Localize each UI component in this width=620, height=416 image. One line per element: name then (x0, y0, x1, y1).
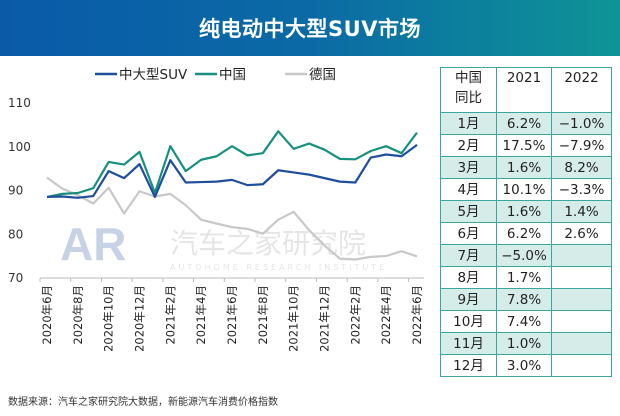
legend-label: 德国 (309, 67, 336, 83)
value-2022-cell (551, 310, 612, 333)
x-tick-label: 2022年6月 (410, 285, 424, 345)
table-row: 9月 7.8% (440, 288, 612, 311)
table-row: 1月 6.2% −1.0% (440, 112, 612, 135)
x-tick-label: 2021年2月 (163, 285, 177, 345)
table-row: 4月 10.1% −3.3% (440, 178, 612, 201)
month-cell: 11月 (440, 332, 497, 355)
value-2021-cell: 17.5% (496, 134, 552, 157)
table-row: 7月 −5.0% (440, 244, 612, 267)
month-cell: 5月 (440, 200, 497, 223)
value-2021-cell: 3.0% (496, 354, 552, 377)
table-row: 12月 3.0% (440, 354, 612, 377)
value-2021-cell: 7.4% (496, 310, 552, 333)
month-cell: 9月 (440, 288, 497, 311)
value-2021-cell: 10.1% (496, 178, 552, 201)
value-2021-cell: 6.2% (496, 222, 552, 245)
y-tick-label: 100 (8, 140, 31, 154)
x-tick-label: 2020年6月 (40, 285, 54, 345)
table-row: 8月 1.7% (440, 266, 612, 289)
x-tick-label: 2021年10月 (287, 285, 301, 352)
value-2021-cell: 6.2% (496, 112, 552, 135)
table-row: 5月 1.6% 1.4% (440, 200, 612, 223)
x-tick-label: 2020年12月 (133, 285, 147, 352)
month-cell: 8月 (440, 266, 497, 289)
table-row: 3月 1.6% 8.2% (440, 156, 612, 179)
title-banner: 纯电动中大型SUV市场 (0, 0, 620, 56)
y-tick-label: 80 (8, 227, 23, 241)
value-2022-cell: −7.9% (551, 134, 612, 157)
month-cell: 1月 (440, 112, 497, 135)
month-cell: 3月 (440, 156, 497, 179)
table-row: 10月 7.4% (440, 310, 612, 333)
x-tick-label: 2021年6月 (225, 285, 239, 345)
month-cell: 7月 (440, 244, 497, 267)
header-line2: 同比 (455, 90, 482, 106)
value-2021-cell: 1.6% (496, 156, 552, 179)
x-tick-label: 2021年4月 (194, 285, 208, 345)
x-tick-label: 2020年8月 (71, 285, 85, 345)
y-tick-label: 110 (8, 96, 31, 110)
page-title: 纯电动中大型SUV市场 (199, 17, 421, 41)
value-2022-cell: −3.3% (551, 178, 612, 201)
y-tick-label: 90 (8, 184, 23, 198)
month-cell: 12月 (440, 354, 497, 377)
month-cell: 2月 (440, 134, 497, 157)
legend-label: 中国 (219, 67, 246, 83)
header-label: 中国 同比 (440, 67, 497, 113)
legend-label: 中大型SUV (119, 67, 188, 83)
value-2021-cell: 1.6% (496, 200, 552, 223)
value-2022-cell (551, 244, 612, 267)
value-2022-cell (551, 354, 612, 377)
value-2022-cell: 2.6% (551, 222, 612, 245)
table-header: 中国同比 2021 2022 (440, 67, 612, 113)
y-tick-label: 70 (8, 271, 23, 285)
value-2022-cell (551, 266, 612, 289)
month-cell: 10月 (440, 310, 497, 333)
value-2022-cell: 8.2% (551, 156, 612, 179)
table-row: 2月 17.5% −7.9% (440, 134, 612, 157)
header-line1: 中国 (455, 70, 482, 86)
value-2022-cell (551, 332, 612, 355)
x-tick-label: 2021年12月 (318, 285, 332, 352)
series-line-2 (46, 176, 418, 261)
value-2022-cell (551, 288, 612, 311)
source-note: 数据来源：汽车之家研究院大数据，新能源汽车消费价格指数 (8, 397, 278, 408)
value-2021-cell: 7.8% (496, 288, 552, 311)
value-2021-cell: −5.0% (496, 244, 552, 267)
table-row: 6月 6.2% 2.6% (440, 222, 612, 245)
value-2021-cell: 1.0% (496, 332, 552, 355)
series-line-1 (46, 130, 418, 199)
value-2021-cell: 1.7% (496, 266, 552, 289)
x-tick-label: 2022年4月 (379, 285, 393, 345)
value-2022-cell: 1.4% (551, 200, 612, 223)
header-2022: 2022 (551, 67, 612, 113)
x-tick-label: 2021年8月 (256, 285, 270, 345)
x-tick-label: 2020年10月 (102, 285, 116, 352)
line-chart: 70 80 90 100 110 2020年6月 2020年8月 2020年10月 2020年1… (8, 67, 424, 352)
header-2021: 2021 (496, 67, 552, 113)
month-cell: 6月 (440, 222, 497, 245)
yoy-table: 中国 同比 2021 2022 1月 6.2% −1.0% 2月 17.5% −7.9% 3月… (440, 67, 612, 377)
month-cell: 4月 (440, 178, 497, 201)
value-2022-cell: −1.0% (551, 112, 612, 135)
table-row: 11月 1.0% (440, 332, 612, 355)
x-tick-label: 2022年2月 (348, 285, 362, 345)
